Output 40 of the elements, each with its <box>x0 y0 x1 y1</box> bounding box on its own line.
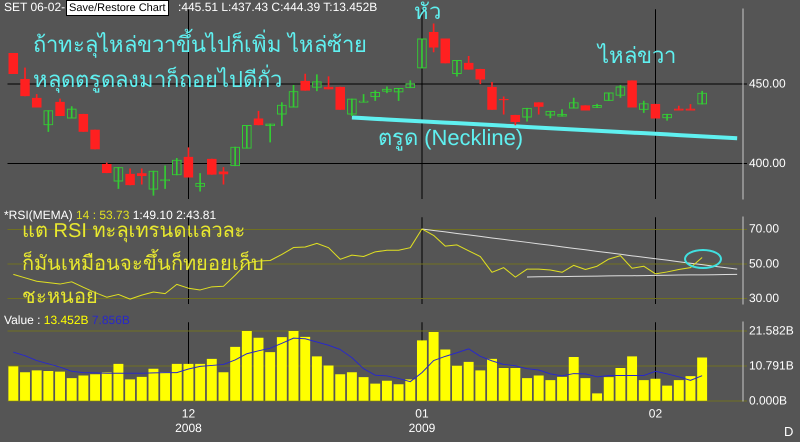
text: 13.452B <box>42 313 89 327</box>
bar <box>370 384 380 401</box>
y-tick-label: 450.00 <box>749 76 786 90</box>
candlestick <box>674 106 684 111</box>
chart-subtitle: :445.51 L:437.43 C:444.39 T:13.452B <box>178 0 378 14</box>
bar <box>568 356 579 401</box>
text: D <box>784 424 794 440</box>
annotation: ไหล่ซ้าย <box>288 32 367 58</box>
y-tick-label: 0.000B <box>749 394 788 408</box>
text: 7.856B <box>90 313 130 327</box>
chart-title: SET 06-02- <box>4 0 66 14</box>
bar <box>172 364 182 401</box>
y-tick-label: 30.00 <box>749 290 780 305</box>
x-tick-label: 12 2008 <box>175 406 202 436</box>
text: 14 : 53.73 <box>75 208 130 222</box>
bar <box>405 379 416 401</box>
candlestick <box>686 104 696 111</box>
bar <box>335 374 346 401</box>
y-tick-label: 70.00 <box>749 222 780 236</box>
annotation: ไหล่ขวา <box>598 43 676 68</box>
annotation: หลุดตรูดลงมาก็ถอยไปดีกั่ว <box>33 67 282 92</box>
y-tick-label: 21.582B <box>749 323 794 338</box>
annotation: ชะหนอย <box>22 286 98 308</box>
y-tick-label: 50.00 <box>749 256 780 270</box>
series-label: ตรูด (Neckline) <box>378 125 524 150</box>
x-tick-label: 01 2009 <box>408 406 436 436</box>
bar <box>102 372 112 401</box>
bar <box>638 380 649 401</box>
annotation: หัว <box>414 0 441 24</box>
chart-subtitle: 1:49.10 2:43.81 <box>132 208 216 222</box>
bar <box>136 376 147 401</box>
chart-title: Value : <box>4 313 40 327</box>
y-tick-label: 400.00 <box>749 156 786 170</box>
candlestick <box>324 76 334 90</box>
annotation: Save/Restore Chart <box>66 0 169 16</box>
bar <box>604 377 614 401</box>
chart-title: *RSI(MEMA) <box>4 208 73 222</box>
y-tick-label: 10.791B <box>749 358 794 372</box>
annotation: แต RSI ทะลุเทรนดแลวละ <box>22 220 246 242</box>
x-tick-label: 02 <box>648 406 662 421</box>
